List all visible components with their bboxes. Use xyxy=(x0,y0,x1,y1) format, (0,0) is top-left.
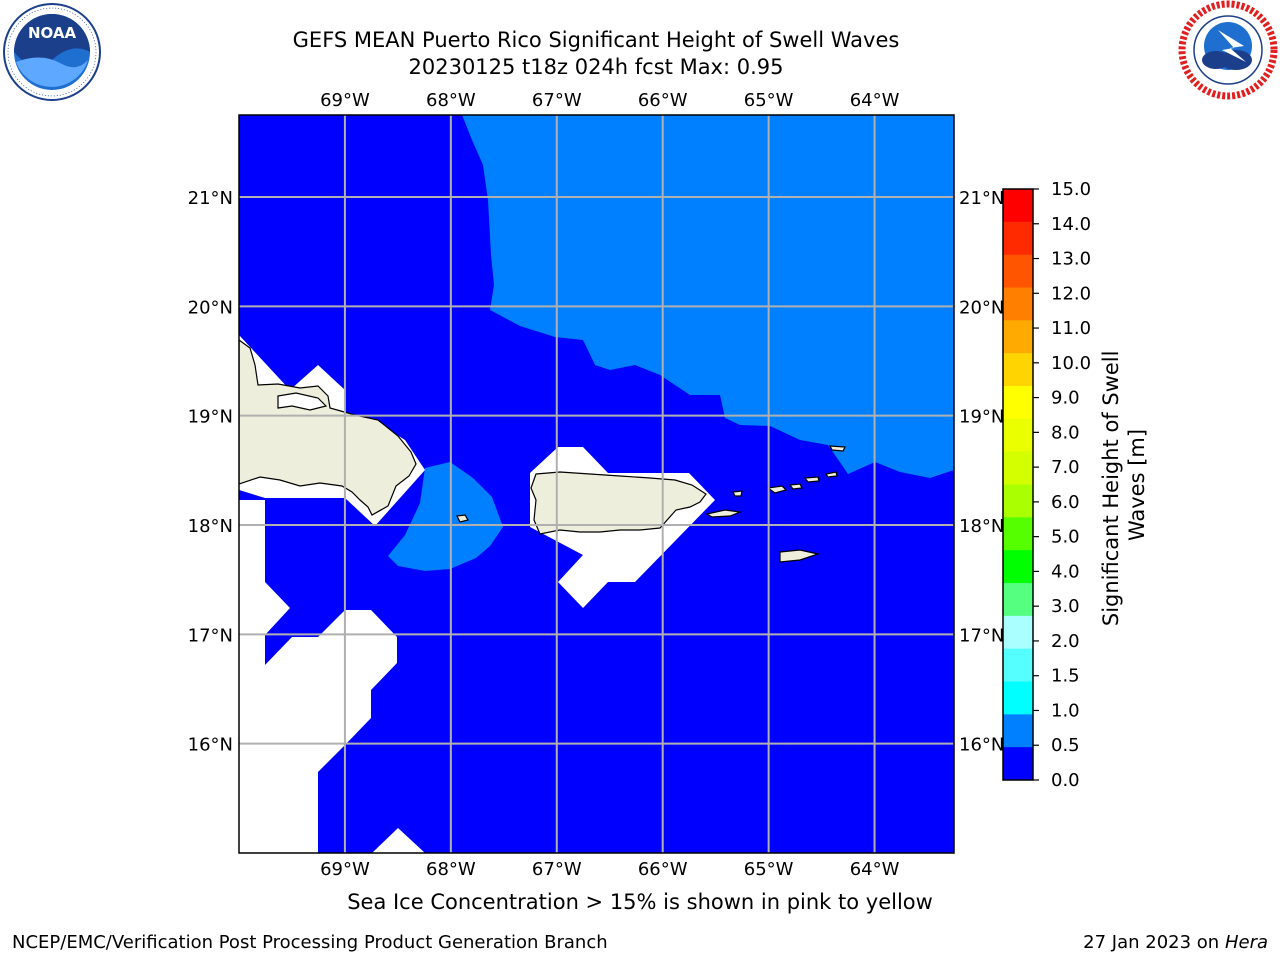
colorbar-segment xyxy=(1003,221,1033,256)
colorbar-segment xyxy=(1003,648,1033,682)
lat-label-right: 17°N xyxy=(959,625,1004,646)
lat-label-left: 20°N xyxy=(188,297,233,318)
island-anegada xyxy=(828,445,846,452)
land-hispaniola xyxy=(239,339,417,516)
island-st-john xyxy=(788,483,803,490)
lon-label-top: 66°W xyxy=(638,90,688,111)
sea-ice-note: Sea Ice Concentration > 15% is shown in … xyxy=(347,890,933,914)
colorbar-segment xyxy=(1003,714,1033,748)
colorbar-tick-label: 6.0 xyxy=(1051,492,1080,513)
colorbar-segment xyxy=(1003,353,1033,387)
lon-label-bottom: 68°W xyxy=(426,859,476,880)
lat-label-right: 20°N xyxy=(959,297,1004,318)
noaa-logo-icon: NOAA xyxy=(3,3,101,101)
lon-label-bottom: 67°W xyxy=(532,859,582,880)
colorbar-segment xyxy=(1003,517,1033,551)
footer-host: Hera xyxy=(1224,932,1268,953)
footer-date: 27 Jan 2023 on Hera xyxy=(1083,932,1268,953)
lat-label-right: 16°N xyxy=(959,735,1004,756)
lon-label-bottom: 69°W xyxy=(320,859,370,880)
ocean-swell-mid-region-north xyxy=(462,115,954,478)
island-st-thomas xyxy=(766,485,788,494)
ocean-swell-mid-region-mona xyxy=(388,462,503,571)
colorbar-segment xyxy=(1003,747,1033,781)
colorbar-segment xyxy=(1003,287,1033,321)
chart-title: GEFS MEAN Puerto Rico Significant Height… xyxy=(292,28,900,52)
colorbar-segment xyxy=(1003,583,1033,617)
colorbar-tick-label: 2.0 xyxy=(1051,631,1080,652)
colorbar-tick-label: 0.5 xyxy=(1051,735,1080,756)
island-mona xyxy=(456,514,469,523)
nws-logo-icon xyxy=(1178,0,1278,100)
colorbar-tick-label: 10.0 xyxy=(1051,353,1091,374)
colorbar-segment xyxy=(1003,550,1033,584)
lat-label-left: 19°N xyxy=(188,407,233,428)
colorbar-segment xyxy=(1003,320,1033,354)
island-vieques xyxy=(705,509,743,518)
lon-label-top: 64°W xyxy=(850,90,900,111)
colorbar-segment xyxy=(1003,254,1033,288)
lon-label-top: 65°W xyxy=(744,90,794,111)
lat-label-right: 19°N xyxy=(959,407,1004,428)
lat-label-left: 18°N xyxy=(188,516,233,537)
colorbar-frame xyxy=(1002,188,1034,781)
island-culebra xyxy=(732,490,743,497)
colorbar-segment xyxy=(1003,189,1033,223)
lat-label-left: 16°N xyxy=(188,735,233,756)
island-tortola xyxy=(803,476,820,483)
lat-label-right: 18°N xyxy=(959,516,1004,537)
colorbar-tick-label: 15.0 xyxy=(1051,179,1091,200)
colorbar-segment xyxy=(1003,418,1033,453)
no-data-southwest xyxy=(239,500,397,853)
footer-date-text: 27 Jan 2023 on xyxy=(1083,932,1225,953)
colorbar-tick-label: 12.0 xyxy=(1051,283,1091,304)
colorbar-tick-label: 8.0 xyxy=(1051,422,1080,443)
island-virgin-gorda xyxy=(825,471,838,478)
lon-label-top: 67°W xyxy=(532,90,582,111)
colorbar-tick-label: 14.0 xyxy=(1051,214,1091,235)
noaa-logo-text: NOAA xyxy=(28,24,77,42)
colorbar-tick-label: 5.0 xyxy=(1051,527,1080,548)
lon-label-bottom: 64°W xyxy=(850,859,900,880)
footer-branch: NCEP/EMC/Verification Post Processing Pr… xyxy=(12,932,608,953)
colorbar-tick-label: 0.0 xyxy=(1051,770,1080,791)
lat-label-left: 17°N xyxy=(188,625,233,646)
map-gridlines xyxy=(239,115,954,853)
chart-subtitle: 20230125 t18z 024h fcst Max: 0.95 xyxy=(408,55,784,79)
colorbar-tick-label: 11.0 xyxy=(1051,318,1091,339)
colorbar: 15.0 14.0 13.0 12.0 11.0 10.0 9.0 8.0 7.0 6.0 5.0 4… xyxy=(1002,179,1091,791)
colorbar-tick-label: 3.0 xyxy=(1051,596,1080,617)
map-frame xyxy=(238,114,955,854)
colorbar-tick-label: 13.0 xyxy=(1051,249,1091,270)
colorbar-tick-label: 9.0 xyxy=(1051,388,1080,409)
colorbar-segment xyxy=(1003,386,1033,420)
colorbar-segment xyxy=(1003,451,1033,485)
colorbar-tick-label: 1.0 xyxy=(1051,700,1080,721)
colorbar-segment xyxy=(1003,484,1033,518)
lon-label-bottom: 66°W xyxy=(638,859,688,880)
lat-label-right: 21°N xyxy=(959,188,1004,209)
lon-label-bottom: 65°W xyxy=(744,859,794,880)
land-hispaniola-inlet xyxy=(277,392,328,411)
colorbar-tick-label: 7.0 xyxy=(1051,457,1080,478)
colorbar-label: Significant Height of Swell Waves [m] xyxy=(1099,344,1149,626)
island-st-croix xyxy=(779,549,821,563)
colorbar-segment xyxy=(1003,615,1033,650)
lon-label-top: 69°W xyxy=(320,90,370,111)
colorbar-tick-label: 1.5 xyxy=(1051,666,1080,687)
colorbar-segment xyxy=(1003,681,1033,715)
lat-label-left: 21°N xyxy=(188,188,233,209)
lon-label-top: 68°W xyxy=(426,90,476,111)
no-data-south-edge xyxy=(372,828,425,853)
colorbar-tick-label: 4.0 xyxy=(1051,561,1080,582)
